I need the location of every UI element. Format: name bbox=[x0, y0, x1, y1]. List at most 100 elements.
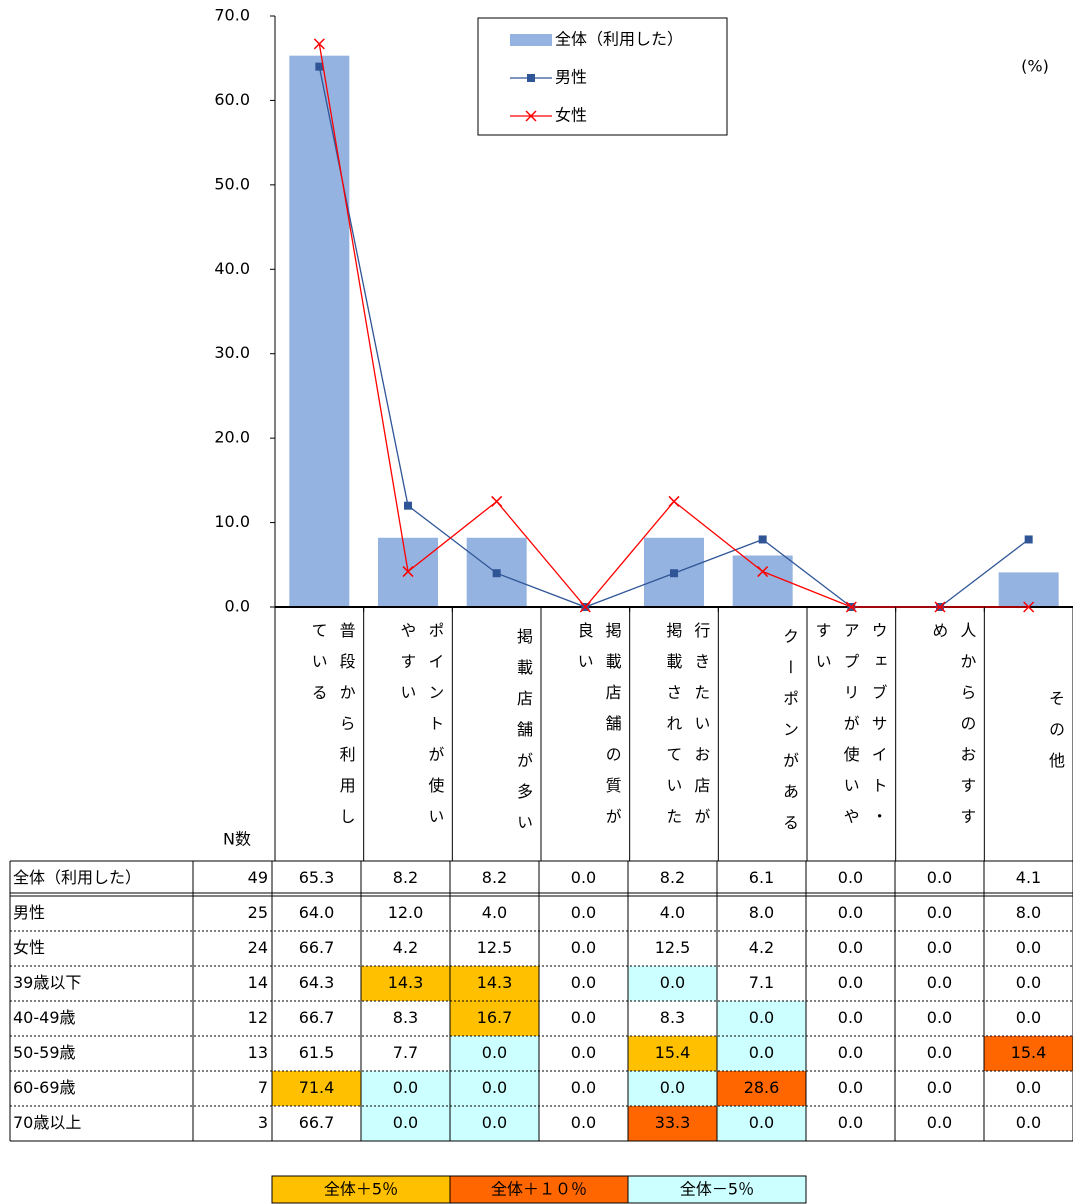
cell-value: 12.5 bbox=[477, 938, 513, 957]
cell-value: 0.0 bbox=[482, 1113, 507, 1132]
row-n: 13 bbox=[248, 1043, 268, 1062]
cell-value: 0.0 bbox=[571, 868, 596, 887]
cell-value: 8.2 bbox=[482, 868, 507, 887]
cell-value: 0.0 bbox=[927, 1043, 952, 1062]
cell-value: 0.0 bbox=[838, 973, 863, 992]
cell-value: 0.0 bbox=[838, 903, 863, 922]
cell-value: 0.0 bbox=[838, 1113, 863, 1132]
row-n: 7 bbox=[258, 1078, 268, 1097]
cell-value: 0.0 bbox=[1016, 1078, 1041, 1097]
row-n: 14 bbox=[248, 973, 268, 992]
row-label: 50-59歳 bbox=[13, 1043, 76, 1062]
marker bbox=[404, 501, 412, 510]
highlight-cell bbox=[717, 1001, 806, 1036]
cell-value: 12.5 bbox=[655, 938, 691, 957]
y-tick-label: 30.0 bbox=[214, 343, 250, 362]
cell-value: 4.2 bbox=[393, 938, 418, 957]
line bbox=[318, 66, 1030, 608]
marker bbox=[1023, 601, 1035, 613]
cell-value: 0.0 bbox=[927, 938, 952, 957]
highlight-cell bbox=[450, 1106, 539, 1141]
cell-value: 14.3 bbox=[388, 973, 424, 992]
marker bbox=[525, 110, 537, 122]
cell-value: 7.7 bbox=[393, 1043, 418, 1062]
y-tick-label: 40.0 bbox=[214, 259, 250, 278]
cell-value: 0.0 bbox=[393, 1113, 418, 1132]
row-label: 全体（利用した） bbox=[13, 868, 141, 887]
cell-value: 0.0 bbox=[571, 903, 596, 922]
category-label: クーポンがある bbox=[779, 627, 799, 845]
cell-value: 0.0 bbox=[838, 1043, 863, 1062]
category-label: その他 bbox=[1045, 689, 1065, 783]
marker bbox=[668, 495, 680, 507]
legend-swatch bbox=[510, 34, 552, 46]
cell-value: 66.7 bbox=[299, 938, 335, 957]
marker bbox=[402, 566, 414, 578]
bar bbox=[732, 555, 793, 607]
cell-value: 0.0 bbox=[749, 1008, 774, 1027]
highlight-cell bbox=[361, 966, 450, 1001]
cell-value: 8.3 bbox=[393, 1008, 418, 1027]
cell-value: 8.0 bbox=[749, 903, 774, 922]
cell-value: 66.7 bbox=[299, 1113, 335, 1132]
cell-value: 0.0 bbox=[571, 938, 596, 957]
row-label: 70歳以上 bbox=[13, 1113, 81, 1132]
key-box bbox=[627, 1175, 807, 1204]
legend-label: 男性 bbox=[555, 68, 587, 87]
cell-value: 66.7 bbox=[299, 1008, 335, 1027]
cell-value: 16.7 bbox=[477, 1008, 513, 1027]
cell-value: 0.0 bbox=[1016, 1008, 1041, 1027]
cell-value: 0.0 bbox=[571, 1008, 596, 1027]
cell-value: 0.0 bbox=[927, 903, 952, 922]
row-n: 12 bbox=[248, 1008, 268, 1027]
category-label: ポイントが使いやすい bbox=[397, 622, 445, 839]
cell-value: 71.4 bbox=[299, 1078, 335, 1097]
cell-value: 61.5 bbox=[299, 1043, 335, 1062]
key-label: 全体＋１０％ bbox=[491, 1180, 587, 1199]
cell-value: 0.0 bbox=[1016, 1113, 1041, 1132]
marker bbox=[579, 601, 591, 613]
highlight-cell bbox=[628, 1071, 717, 1106]
highlight-cell bbox=[717, 1071, 806, 1106]
row-n: 24 bbox=[248, 938, 268, 957]
marker bbox=[492, 569, 501, 578]
cell-value: 0.0 bbox=[482, 1043, 507, 1062]
cell-value: 0.0 bbox=[927, 1113, 952, 1132]
marker bbox=[1024, 535, 1033, 544]
row-label: 60-69歳 bbox=[13, 1078, 76, 1097]
row-n: 3 bbox=[258, 1113, 268, 1132]
cell-value: 0.0 bbox=[660, 1078, 685, 1097]
highlight-cell bbox=[450, 1071, 539, 1106]
marker bbox=[934, 601, 946, 613]
marker bbox=[313, 38, 325, 50]
cell-value: 0.0 bbox=[1016, 973, 1041, 992]
cell-value: 12.0 bbox=[388, 903, 424, 922]
cell-value: 8.0 bbox=[1016, 903, 1041, 922]
category-label: 掲載店舗が多い bbox=[513, 627, 533, 845]
cell-value: 0.0 bbox=[749, 1043, 774, 1062]
category-label: 普段から利用している bbox=[308, 622, 356, 839]
marker bbox=[315, 62, 324, 71]
cell-value: 4.0 bbox=[660, 903, 685, 922]
key-label: 全体＋5％ bbox=[324, 1180, 398, 1199]
y-tick-label: 20.0 bbox=[214, 428, 250, 447]
marker bbox=[758, 535, 767, 544]
marker bbox=[527, 74, 535, 82]
cell-value: 8.3 bbox=[660, 1008, 685, 1027]
highlight-cell bbox=[717, 1036, 806, 1071]
cell-value: 0.0 bbox=[927, 1008, 952, 1027]
y-tick-label: 0.0 bbox=[225, 597, 250, 616]
marker bbox=[670, 569, 678, 578]
highlight-cell bbox=[272, 1071, 361, 1106]
cell-value: 4.1 bbox=[1016, 868, 1041, 887]
y-tick-label: 10.0 bbox=[214, 512, 250, 531]
cell-value: 15.4 bbox=[1011, 1043, 1047, 1062]
row-n: 25 bbox=[248, 903, 268, 922]
legend-label: 全体（利用した） bbox=[555, 30, 683, 49]
row-label: 男性 bbox=[13, 903, 45, 922]
row-label: 40-49歳 bbox=[13, 1008, 76, 1027]
highlight-cell bbox=[984, 1036, 1073, 1071]
cell-value: 6.1 bbox=[749, 868, 774, 887]
